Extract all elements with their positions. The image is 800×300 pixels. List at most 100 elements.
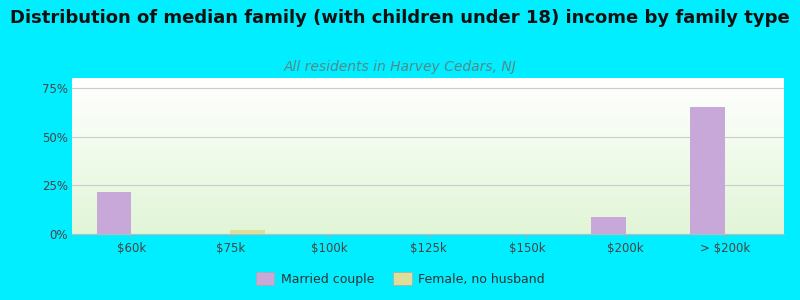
Bar — [72, 95, 784, 96]
Bar — [72, 180, 784, 181]
Bar — [72, 85, 784, 86]
Bar — [72, 192, 784, 193]
Bar — [72, 147, 784, 148]
Text: Distribution of median family (with children under 18) income by family type: Distribution of median family (with chil… — [10, 9, 790, 27]
Bar — [72, 79, 784, 80]
Bar — [72, 226, 784, 227]
Bar — [72, 148, 784, 149]
Bar — [72, 201, 784, 202]
Bar — [72, 86, 784, 87]
Bar — [72, 84, 784, 85]
Bar — [72, 131, 784, 132]
Bar — [591, 218, 626, 234]
Bar — [72, 224, 784, 225]
Bar — [72, 81, 784, 82]
Bar — [72, 87, 784, 88]
Bar — [72, 132, 784, 133]
Bar — [72, 113, 784, 114]
Bar — [72, 128, 784, 129]
Bar — [72, 140, 784, 141]
Bar — [72, 220, 784, 221]
Bar — [72, 82, 784, 83]
Bar — [72, 142, 784, 143]
Bar — [72, 161, 784, 162]
Bar — [72, 89, 784, 90]
Bar — [72, 179, 784, 180]
Bar — [72, 177, 784, 178]
Bar — [72, 231, 784, 232]
Bar — [72, 154, 784, 155]
Bar — [72, 173, 784, 174]
Bar — [72, 217, 784, 218]
Bar — [72, 90, 784, 91]
Bar — [72, 213, 784, 214]
Bar — [72, 98, 784, 99]
Bar — [72, 182, 784, 183]
Bar — [72, 171, 784, 172]
Bar — [72, 109, 784, 110]
Bar — [72, 212, 784, 213]
Bar — [72, 104, 784, 105]
Bar — [72, 187, 784, 188]
Bar — [690, 107, 725, 234]
Bar — [72, 100, 784, 101]
Bar — [97, 192, 131, 234]
Bar — [72, 102, 784, 103]
Bar — [230, 230, 265, 234]
Bar — [72, 181, 784, 182]
Bar — [72, 228, 784, 229]
Bar — [72, 172, 784, 173]
Bar — [72, 152, 784, 153]
Bar — [72, 96, 784, 97]
Bar — [72, 157, 784, 158]
Bar — [72, 175, 784, 176]
Bar — [72, 111, 784, 112]
Bar — [72, 211, 784, 212]
Bar — [72, 117, 784, 118]
Bar — [72, 144, 784, 145]
Bar — [72, 155, 784, 156]
Bar — [72, 115, 784, 116]
Bar — [72, 229, 784, 230]
Bar — [72, 92, 784, 93]
Bar — [72, 194, 784, 195]
Bar — [72, 166, 784, 167]
Bar — [72, 186, 784, 187]
Bar — [72, 204, 784, 205]
Bar — [72, 116, 784, 117]
Legend: Married couple, Female, no husband: Married couple, Female, no husband — [250, 267, 550, 291]
Bar — [72, 138, 784, 139]
Bar — [72, 118, 784, 119]
Bar — [72, 188, 784, 189]
Bar — [72, 99, 784, 100]
Bar — [72, 145, 784, 146]
Bar — [72, 101, 784, 102]
Bar — [72, 167, 784, 168]
Bar — [72, 134, 784, 135]
Bar — [72, 105, 784, 106]
Bar — [72, 183, 784, 184]
Bar — [72, 150, 784, 151]
Bar — [72, 136, 784, 137]
Bar — [72, 124, 784, 125]
Bar — [72, 108, 784, 109]
Bar — [72, 184, 784, 185]
Bar — [72, 94, 784, 95]
Bar — [72, 139, 784, 140]
Bar — [72, 165, 784, 166]
Bar — [72, 193, 784, 194]
Bar — [72, 88, 784, 89]
Bar — [72, 112, 784, 113]
Bar — [72, 126, 784, 127]
Bar — [72, 190, 784, 191]
Bar — [72, 164, 784, 165]
Bar — [72, 160, 784, 161]
Bar — [72, 170, 784, 171]
Bar — [72, 210, 784, 211]
Bar — [72, 151, 784, 152]
Bar — [72, 130, 784, 131]
Bar — [72, 119, 784, 120]
Bar — [72, 197, 784, 198]
Bar — [72, 185, 784, 186]
Bar — [72, 215, 784, 216]
